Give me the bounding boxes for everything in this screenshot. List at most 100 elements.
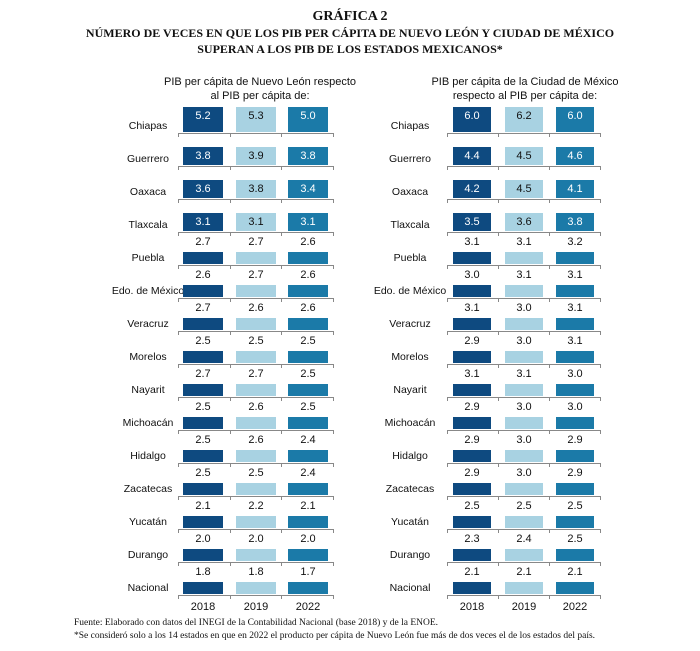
axis-tick	[281, 430, 283, 434]
category-label: Michoacán	[122, 417, 174, 429]
axis-tick	[498, 529, 499, 533]
axis-tick	[229, 496, 231, 500]
data-label: 3.0	[464, 269, 480, 281]
axis-tick	[281, 298, 283, 302]
bar-2019	[505, 483, 543, 495]
axis-tick	[600, 199, 601, 203]
data-label: 2.6	[300, 236, 316, 248]
bar-2018	[453, 516, 491, 528]
bar-2018	[453, 285, 491, 297]
category-label: Oaxaca	[391, 186, 429, 198]
axis-line	[178, 529, 333, 530]
axis-tick	[498, 331, 499, 335]
data-label: 3.6	[516, 215, 532, 228]
axis-tick	[333, 199, 334, 203]
bar-2019	[505, 180, 543, 198]
axis-tick	[549, 397, 550, 401]
data-label: 3.9	[248, 149, 264, 162]
axis-tick	[281, 562, 283, 566]
data-label: 3.0	[516, 302, 532, 314]
axis-tick	[229, 562, 231, 566]
axis-line	[447, 430, 600, 431]
category-label: Edo. de México	[373, 285, 447, 297]
category-label: Chiapas	[128, 120, 168, 132]
axis-tick	[229, 529, 231, 533]
axis-tick	[178, 298, 179, 302]
data-label: 4.4	[464, 149, 480, 162]
axis-line	[447, 166, 600, 167]
category-label: Guerrero	[126, 153, 169, 165]
axis-tick	[178, 595, 179, 599]
category-label: Nacional	[389, 582, 431, 594]
data-label: 2.5	[516, 500, 532, 512]
data-label: 2.7	[248, 236, 264, 248]
axis-tick	[549, 298, 550, 302]
data-label: 2.9	[464, 335, 480, 347]
data-label: 2.5	[248, 467, 264, 479]
chart-heading: GRÁFICA 2 NÚMERO DE VECES EN QUE LOS PIB…	[0, 8, 700, 57]
year-label: 2019	[243, 601, 269, 613]
year-label: 2019	[511, 601, 537, 613]
bar-2019	[505, 318, 543, 330]
bar-2018	[183, 252, 223, 264]
category-label: Hidalgo	[392, 450, 428, 462]
chart-subtitle-line2: SUPERAN A LOS PIB DE LOS ESTADOS MEXICAN…	[197, 42, 503, 56]
axis-line	[447, 133, 600, 134]
data-label: 2.1	[516, 566, 532, 578]
axis-tick	[178, 529, 179, 533]
axis-tick	[600, 364, 601, 368]
data-label: 2.5	[567, 500, 583, 512]
axis-tick	[333, 430, 334, 434]
axis-line	[178, 595, 333, 596]
category-label: Morelos	[391, 351, 429, 363]
axis-tick	[178, 199, 179, 203]
axis-tick	[281, 397, 283, 401]
data-label: 2.9	[567, 434, 583, 446]
bar-2022	[288, 147, 328, 165]
category-label: Tlaxcala	[128, 219, 168, 231]
bar-2022	[556, 180, 594, 198]
category-label: Veracruz	[127, 318, 169, 330]
axis-tick	[498, 166, 499, 170]
axis-line	[178, 298, 333, 299]
axis-tick	[447, 232, 448, 236]
bar-2022	[556, 285, 594, 297]
data-label: 3.1	[464, 368, 480, 380]
axis-tick	[333, 562, 334, 566]
axis-tick	[281, 166, 283, 170]
bar-2022	[288, 213, 328, 231]
note-footnote: *Se consideró solo a los 14 estados en q…	[74, 631, 596, 641]
data-label: 3.1	[195, 215, 211, 228]
axis-tick	[447, 265, 448, 269]
bar-2022	[288, 450, 328, 462]
axis-tick	[333, 166, 334, 170]
data-label: 2.6	[195, 269, 211, 281]
data-label: 2.6	[248, 401, 264, 413]
bar-2018	[453, 252, 491, 264]
axis-tick	[498, 133, 499, 137]
data-label: 2.5	[300, 368, 316, 380]
axis-tick	[549, 496, 550, 500]
axis-tick	[600, 298, 601, 302]
data-label: 3.0	[516, 401, 532, 413]
bar-2018	[183, 147, 223, 165]
data-label: 3.1	[300, 215, 316, 228]
axis-tick	[178, 364, 179, 368]
bar-2022	[556, 549, 594, 561]
category-label: Nayarit	[131, 384, 165, 396]
bar-2022	[288, 582, 328, 594]
category-label: Durango	[389, 549, 431, 561]
bar-2019	[505, 582, 543, 594]
category-label: Puebla	[131, 252, 165, 264]
axis-tick	[281, 232, 283, 236]
axis-tick	[281, 265, 283, 269]
axis-tick	[447, 430, 448, 434]
category-label: Morelos	[129, 351, 167, 363]
axis-tick	[333, 298, 334, 302]
category-label: Nayarit	[393, 384, 427, 396]
data-label: 2.1	[567, 566, 583, 578]
axis-line	[447, 199, 600, 200]
axis-tick	[333, 265, 334, 269]
axis-tick	[600, 463, 601, 467]
